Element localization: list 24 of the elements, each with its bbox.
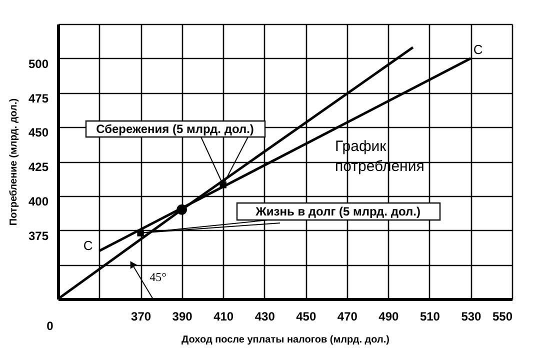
x-tick-label: 510 (420, 310, 440, 324)
annotation: Жизнь в долг (5 млрд. дол.) (254, 204, 420, 218)
y-tick-label: 375 (28, 228, 49, 243)
x-tick-label: 530 (461, 310, 482, 324)
x-tick-label: 390 (172, 310, 193, 324)
annotation: 45° (150, 270, 167, 284)
x-tick-label: 370 (131, 310, 152, 324)
y-tick-label: 400 (28, 194, 49, 208)
x-axis-title: Доход после уплаты налогов (млрд. дол.) (182, 334, 390, 346)
annotation: C (473, 42, 483, 57)
annotation: Сбережения (5 млрд. дол.) (96, 122, 254, 136)
x-tick-label: 550 (492, 310, 513, 324)
x-tick-label: 490 (378, 310, 400, 324)
y-axis-title: Потребление (млрд. дол.) (8, 98, 20, 226)
text: 0 (46, 319, 54, 333)
annotation: C (83, 238, 93, 253)
x-tick-label: 450 (296, 310, 316, 324)
y-tick-label: 425 (28, 160, 49, 174)
y-tick-label: 475 (28, 91, 49, 106)
x-tick-label: 410 (214, 310, 234, 324)
y-tick-label: 500 (28, 56, 49, 71)
y-tick-label: 450 (28, 126, 49, 140)
x-tick-label: 470 (337, 310, 358, 324)
x-tick-label: 430 (254, 310, 276, 324)
